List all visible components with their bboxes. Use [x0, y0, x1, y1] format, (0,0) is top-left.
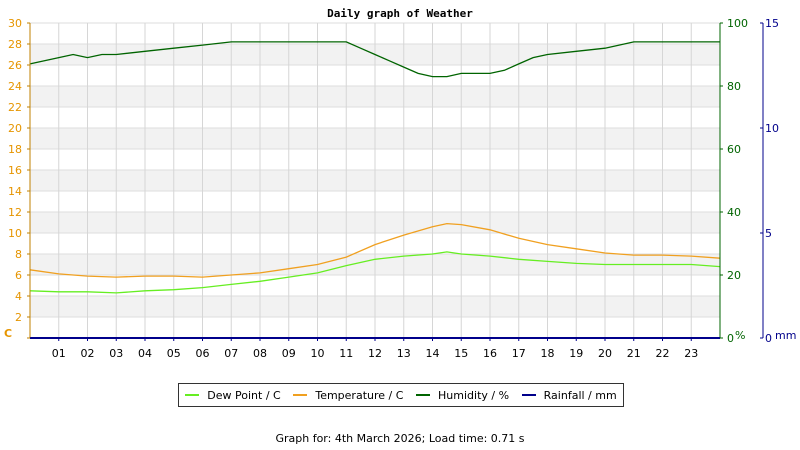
y-right1-tick-label: 20: [727, 269, 741, 282]
legend-swatch-temperature: [293, 394, 308, 396]
x-tick-label: 20: [598, 347, 612, 360]
x-tick-label: 08: [253, 347, 267, 360]
y-left-tick-label: 24: [8, 80, 22, 93]
y-right2-tick-label: 0: [765, 332, 772, 345]
y-left-tick-label: 12: [8, 206, 22, 219]
x-tick-label: 05: [167, 347, 181, 360]
legend-item-rainfall: Rainfall / mm: [521, 388, 617, 402]
x-tick-label: 01: [52, 347, 66, 360]
legend-swatch-dewpoint: [185, 394, 200, 396]
legend-label-rainfall: Rainfall / mm: [543, 388, 617, 402]
legend-label-dewpoint: Dew Point / C: [207, 388, 281, 402]
y-right2-tick-label: 5: [765, 227, 772, 240]
x-tick-label: 12: [368, 347, 382, 360]
x-tick-label: 14: [426, 347, 440, 360]
y-right1-tick-label: 60: [727, 143, 741, 156]
y-right1-tick-label: 100: [727, 17, 748, 30]
series-line-0: [29, 251, 721, 294]
x-tick-label: 03: [109, 347, 123, 360]
y-left-tick-label: 10: [8, 227, 22, 240]
legend-swatch-rainfall: [521, 394, 536, 396]
x-tick-label: 11: [339, 347, 353, 360]
y-left-tick-label: 2: [15, 311, 22, 324]
y-left-tick-label: 8: [15, 248, 22, 261]
y-right2-tick-label: 15: [765, 17, 779, 30]
x-tick-label: 15: [454, 347, 468, 360]
x-tick-label: 18: [541, 347, 555, 360]
right-axis-unit-humidity: %: [735, 329, 745, 342]
legend-item-dewpoint: Dew Point / C: [185, 388, 281, 402]
legend: Dew Point / C Temperature / C Humidity /…: [178, 383, 624, 407]
x-tick-label: 10: [311, 347, 325, 360]
y-right1-tick-label: 0: [727, 332, 734, 345]
y-left-tick-label: 18: [8, 143, 22, 156]
x-tick-label: 17: [512, 347, 526, 360]
x-tick-label: 22: [656, 347, 670, 360]
y-left-tick-label: 16: [8, 164, 22, 177]
series-line-1: [29, 222, 721, 278]
legend-swatch-humidity: [416, 394, 431, 396]
x-tick-label: 06: [196, 347, 210, 360]
x-tick-label: 09: [282, 347, 296, 360]
y-left-tick-label: 26: [8, 59, 22, 72]
y-right1-tick-label: 40: [727, 206, 741, 219]
grid: [30, 22, 720, 339]
legend-label-humidity: Humidity / %: [438, 388, 510, 402]
left-axis-unit: C: [4, 327, 12, 340]
legend-item-humidity: Humidity / %: [416, 389, 509, 402]
chart-title: Daily graph of Weather: [327, 7, 473, 20]
x-tick-label: 19: [569, 347, 583, 360]
legend-item-temperature: Temperature / C: [293, 389, 403, 402]
y-right1-tick-label: 80: [727, 80, 741, 93]
y-left-tick-label: 14: [8, 185, 22, 198]
footer-status: Graph for: 4th March 2026; Load time: 0.…: [275, 432, 525, 445]
x-tick-label: 23: [684, 347, 698, 360]
legend-label-temperature: Temperature / C: [315, 388, 404, 402]
x-tick-label: 07: [224, 347, 238, 360]
y-left-tick-label: 22: [8, 101, 22, 114]
x-tick-label: 16: [483, 347, 497, 360]
y-left-tick-label: 30: [8, 17, 22, 30]
series-line-2: [29, 41, 720, 78]
y-left-tick-label: 4: [15, 290, 22, 303]
x-tick-label: 02: [81, 347, 95, 360]
x-tick-label: 13: [397, 347, 411, 360]
x-tick-label: 21: [627, 347, 641, 360]
right-axis-unit-rain: mm: [775, 329, 796, 342]
axes-layer: 2468101214161820222426283002040608010005…: [8, 17, 779, 360]
y-left-tick-label: 20: [8, 122, 22, 135]
y-left-tick-label: 28: [8, 38, 22, 51]
y-left-tick-label: 6: [15, 269, 22, 282]
y-right2-tick-label: 10: [765, 122, 779, 135]
x-tick-label: 04: [138, 347, 152, 360]
